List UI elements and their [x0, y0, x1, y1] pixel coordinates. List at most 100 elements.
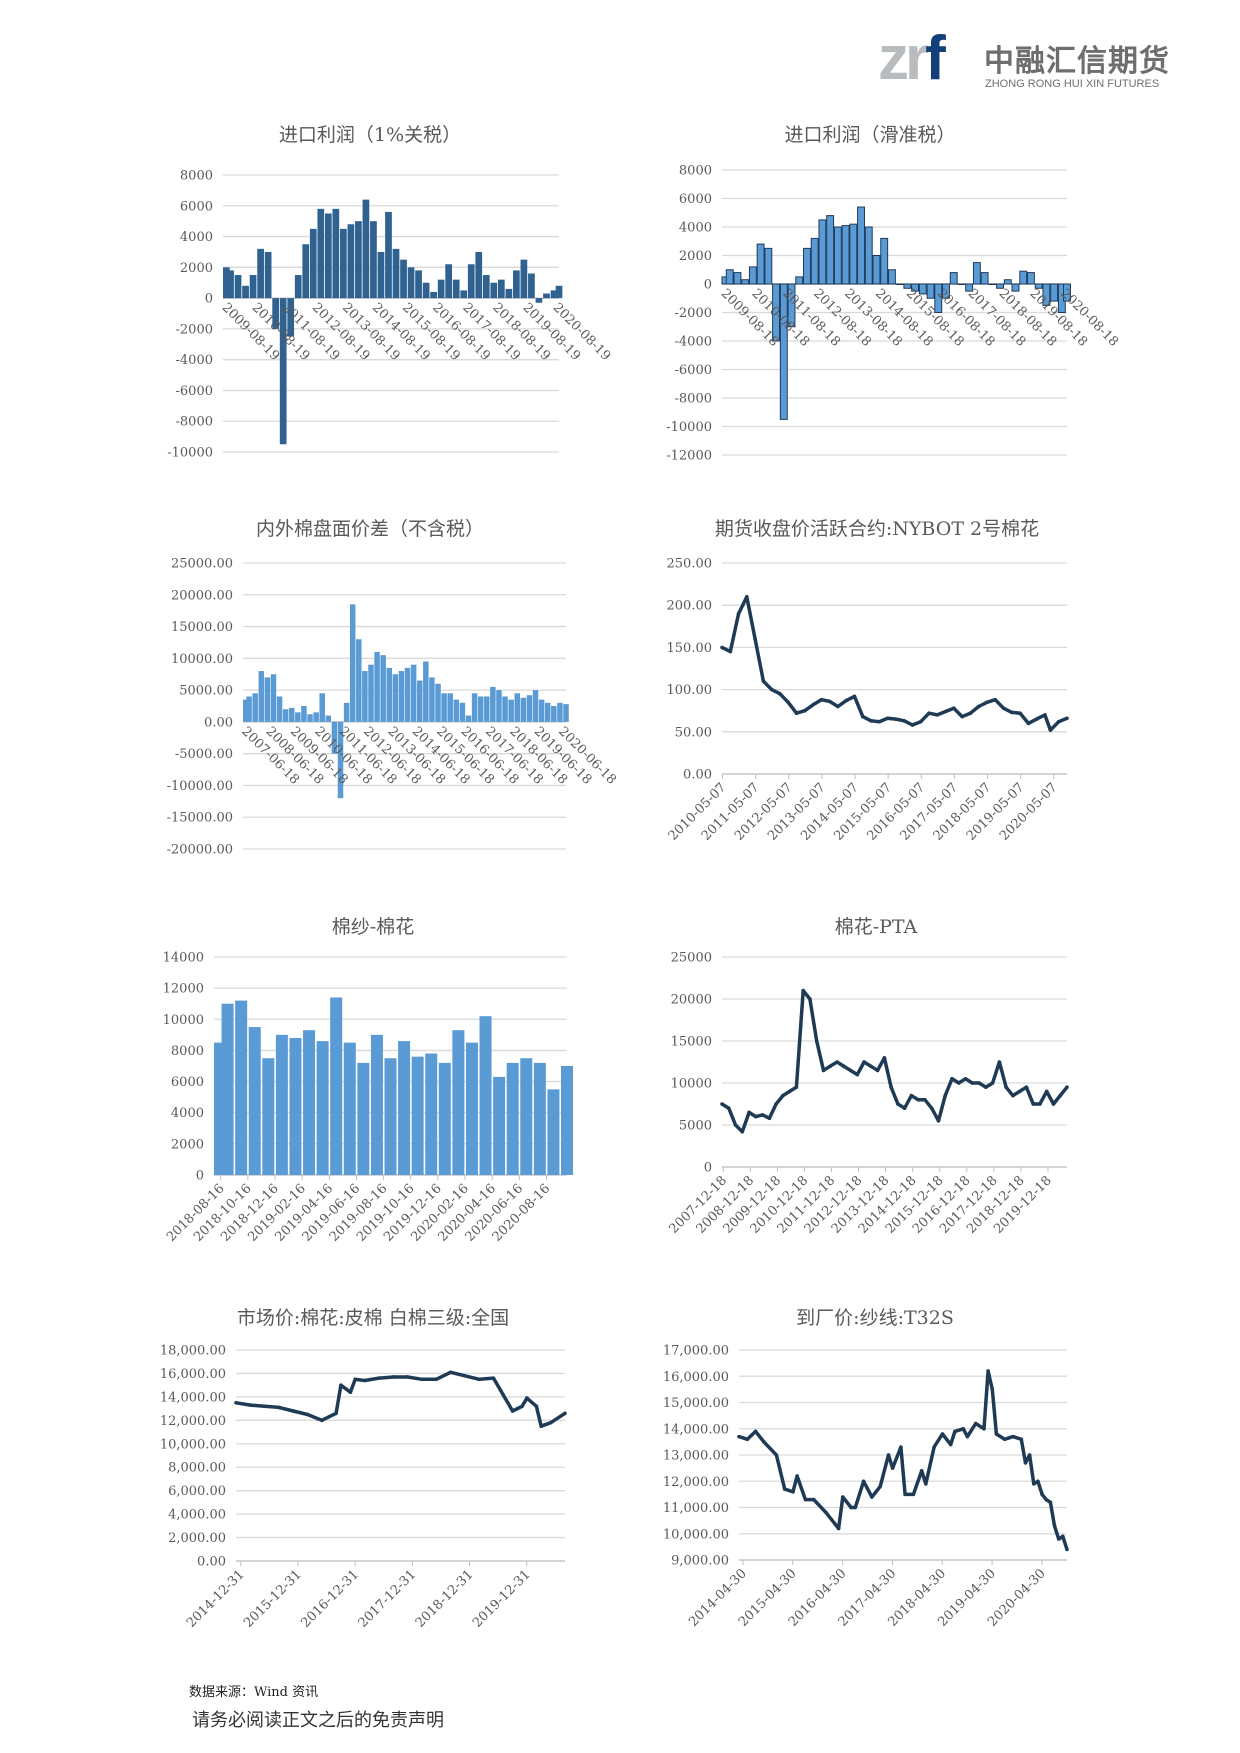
data-point — [1061, 1534, 1065, 1539]
bar — [452, 279, 460, 299]
data-point — [491, 1376, 496, 1380]
data-point — [726, 1106, 731, 1110]
data-point — [774, 1102, 778, 1106]
data-point — [808, 997, 812, 1001]
y-tick-label: 25000.00 — [171, 557, 233, 572]
y-tick-label: 150.00 — [667, 641, 713, 656]
y-tick-label: -10000.00 — [167, 779, 233, 794]
data-point — [803, 1497, 808, 1502]
data-point — [943, 1093, 948, 1098]
bar — [942, 283, 950, 299]
data-point — [849, 1505, 853, 1510]
data-point — [1031, 1482, 1036, 1486]
y-tick-label: 8000 — [180, 169, 213, 184]
y-tick-label: 15000.00 — [171, 620, 233, 635]
bar — [756, 243, 765, 285]
bar — [555, 285, 563, 299]
bar — [325, 715, 332, 722]
y-tick-label: 2000 — [679, 249, 712, 264]
data-point — [811, 702, 815, 707]
data-point — [973, 1421, 978, 1426]
bar — [249, 275, 257, 299]
chart-0: 8000 6000 4000 2000 0 -2000 -4000 -6000 -8000 -10… — [167, 169, 613, 461]
y-tick-label: 5000 — [679, 1119, 712, 1134]
bar — [307, 714, 313, 722]
y-tick-label: 16,000.00 — [160, 1367, 226, 1382]
bar — [313, 712, 319, 722]
chart-5: 25000200001500010000500002007-12-182008-… — [666, 951, 1069, 1237]
data-point — [1065, 1547, 1069, 1552]
data-point — [961, 1426, 966, 1431]
bar — [988, 283, 997, 285]
chart-2: 25000.00 20000.00 15000.00 10000.00 5000.00 0… — [167, 557, 619, 858]
bar — [380, 655, 386, 722]
bar — [400, 259, 407, 299]
bar — [384, 1058, 397, 1175]
y-tick-label: 15,000.00 — [663, 1396, 729, 1411]
y-tick-label: 0 — [205, 292, 213, 307]
y-tick-label: 14,000.00 — [160, 1390, 226, 1405]
x-tick-label: 2017-12-31 — [356, 1567, 420, 1631]
bar — [309, 228, 317, 299]
series-line — [721, 595, 1068, 732]
data-point — [861, 1479, 866, 1484]
bar — [270, 674, 277, 722]
data-point — [824, 1510, 828, 1515]
bar — [234, 275, 242, 299]
data-point — [1038, 1102, 1042, 1106]
bar — [543, 293, 550, 299]
bar — [452, 1030, 465, 1175]
data-point — [828, 1064, 833, 1068]
data-point — [950, 1077, 954, 1081]
data-point — [869, 1064, 873, 1068]
bar — [479, 1016, 492, 1175]
data-point — [1004, 1085, 1008, 1089]
bar — [1003, 279, 1012, 285]
data-point — [875, 1068, 880, 1073]
data-point — [767, 1116, 772, 1121]
bar — [741, 279, 750, 285]
data-point — [960, 714, 964, 719]
data-point — [1017, 1089, 1022, 1094]
bar — [482, 275, 490, 299]
bar — [563, 704, 569, 722]
bar — [996, 283, 1005, 289]
y-tick-label: 5000.00 — [179, 684, 233, 699]
bar — [535, 298, 543, 303]
data-point — [963, 1077, 968, 1081]
bar — [392, 674, 399, 722]
data-point — [745, 1437, 750, 1442]
y-tick-label: 0 — [704, 278, 712, 293]
bar — [252, 693, 258, 722]
data-point — [477, 1377, 481, 1382]
bar — [880, 237, 889, 285]
data-point — [781, 1093, 785, 1098]
data-point — [803, 708, 807, 713]
bar — [490, 686, 496, 722]
data-point — [753, 637, 757, 641]
data-point — [899, 1445, 903, 1449]
bar — [1019, 270, 1028, 285]
data-point — [1034, 717, 1039, 721]
data-point — [984, 1085, 988, 1089]
bar — [505, 288, 513, 299]
data-point — [836, 704, 840, 709]
bar — [357, 1062, 370, 1175]
data-point — [801, 988, 805, 993]
company-name-cn: 中融汇信期货 — [984, 44, 1170, 79]
bar — [289, 1037, 302, 1175]
y-tick-label: -15000.00 — [167, 811, 233, 826]
data-point — [821, 1068, 826, 1073]
data-point — [1040, 1492, 1044, 1497]
bar — [425, 1053, 438, 1175]
data-point — [896, 1102, 900, 1106]
bar — [264, 251, 272, 299]
bar — [872, 255, 881, 285]
x-tick-label: 2015-12-31 — [241, 1567, 305, 1631]
data-point — [794, 711, 799, 716]
data-point — [970, 1081, 975, 1085]
data-point — [1011, 1434, 1015, 1439]
bar — [980, 272, 989, 285]
bar — [301, 706, 307, 722]
data-point — [262, 1404, 267, 1409]
